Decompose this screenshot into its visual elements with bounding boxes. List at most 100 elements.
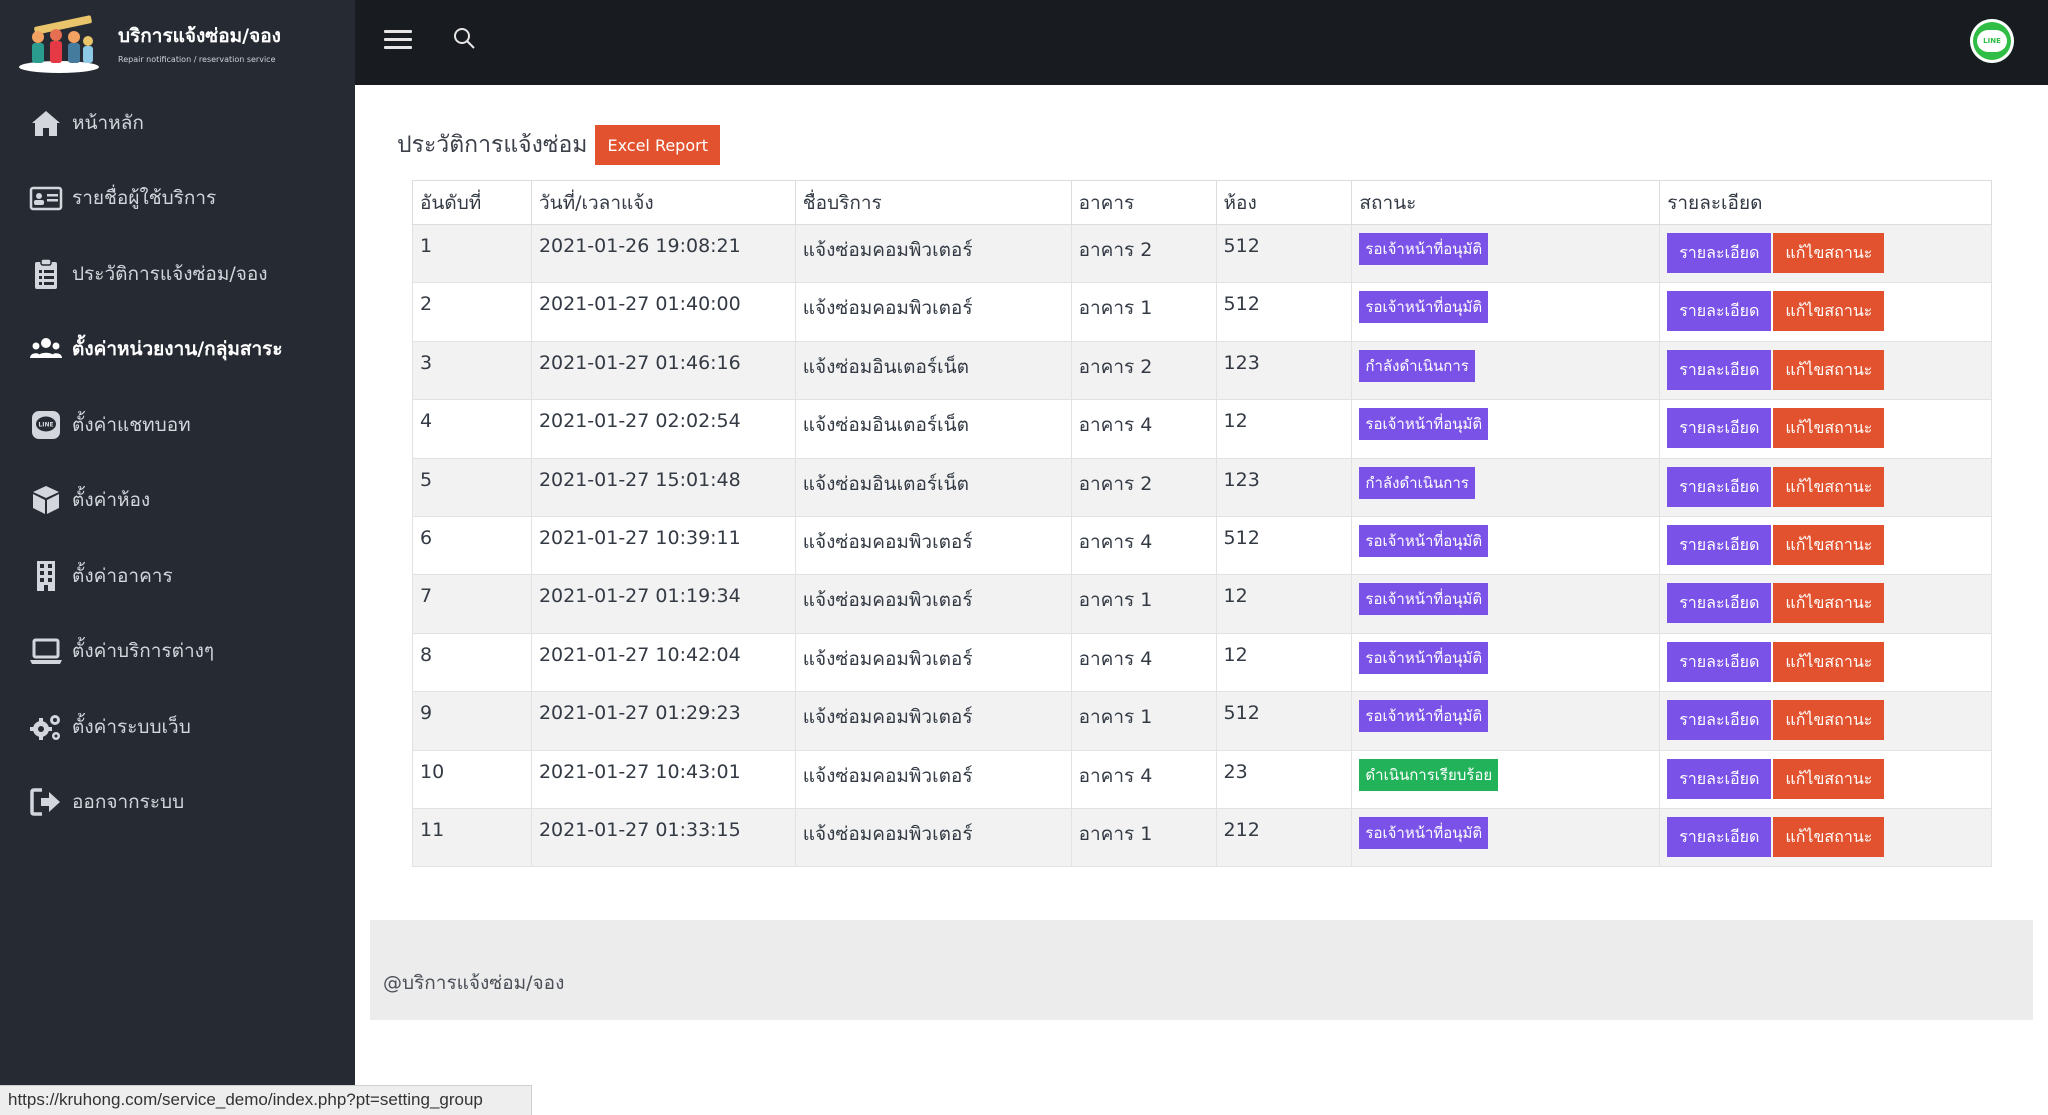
sidebar-item-services[interactable]: ตั้งค่าบริการต่างๆ (0, 614, 355, 690)
cell-building: อาคาร 4 (1070, 515, 1217, 576)
sidebar-item-buildings[interactable]: ตั้งค่าอาคาร (0, 538, 355, 614)
excel-report-button[interactable]: Excel Report (595, 125, 720, 165)
detail-button[interactable]: รายละเอียด (1667, 466, 1772, 507)
cell-room: 12 (1215, 574, 1353, 634)
cell-status: รอเจ้าหน้าที่อนุมัติ (1351, 807, 1661, 868)
detail-button[interactable]: รายละเอียด (1667, 349, 1772, 390)
cell-status: รอเจ้าหน้าที่อนุมัติ (1351, 574, 1661, 634)
table-body: 1 2021-01-26 19:08:21 แจ้งซ่อมคอมพิวเตอร์อ… (412, 223, 1992, 868)
edit-status-button[interactable]: แก้ไขสถานะ (1773, 524, 1885, 565)
gears-icon (26, 707, 66, 747)
cell-building: อาคาร 4 (1070, 749, 1217, 809)
status-badge: รอเจ้าหน้าที่อนุมัติ (1359, 816, 1489, 849)
cell-status: ดำเนินการเรียบร้อย (1351, 749, 1661, 809)
status-badge: รอเจ้าหน้าที่อนุมัติ (1359, 583, 1489, 616)
users-icon (26, 329, 66, 369)
cell-number: 5 (412, 457, 532, 517)
building-icon (26, 556, 66, 596)
sidebar-item-label: ตั้งค่าหน่วยงาน/กลุ่มสาระ (72, 338, 283, 361)
detail-button[interactable]: รายละเอียด (1667, 816, 1772, 857)
cell-datetime: 2021-01-27 01:40:00 (530, 282, 796, 342)
sidebar-item-label: ตั้งค่าอาคาร (72, 564, 173, 587)
cell-number: 2 (412, 282, 532, 342)
detail-button[interactable]: รายละเอียด (1667, 583, 1772, 624)
cell-actions: รายละเอียด แก้ไขสถานะ (1659, 223, 1992, 284)
sidebar-item-groups[interactable]: ตั้งค่าหน่วยงาน/กลุ่มสาระ (0, 312, 355, 388)
edit-status-button[interactable]: แก้ไขสถานะ (1773, 700, 1885, 741)
clipboard-icon (26, 254, 66, 294)
cell-datetime: 2021-01-27 01:19:34 (530, 574, 796, 634)
cell-room: 123 (1215, 457, 1353, 517)
brand-logo (16, 11, 102, 75)
table-row: 3 2021-01-27 01:46:16 แจ้งซ่อมอินเตอร์เน็ต… (412, 340, 1992, 401)
cell-number: 4 (412, 399, 532, 459)
column-header: อันดับที่ (412, 180, 532, 225)
edit-status-button[interactable]: แก้ไขสถานะ (1773, 583, 1885, 624)
sidebar-item-users-list[interactable]: รายชื่อผู้ใช้บริการ (0, 161, 355, 237)
detail-button[interactable]: รายละเอียด (1667, 700, 1772, 741)
sidebar-item-rooms[interactable]: ตั้งค่าห้อง (0, 463, 355, 539)
column-header: รายละเอียด (1659, 180, 1992, 225)
sidebar-item-home[interactable]: หน้าหลัก (0, 85, 355, 161)
cell-datetime: 2021-01-27 10:42:04 (530, 632, 796, 693)
sidebar-item-label: ออกจากระบบ (72, 791, 185, 814)
status-badge: รอเจ้าหน้าที่อนุมัติ (1359, 641, 1489, 674)
brand[interactable]: บริการแจ้งซ่อม/จอง Repair notification /… (0, 0, 355, 85)
cell-actions: รายละเอียด แก้ไขสถานะ (1659, 282, 1992, 342)
cell-status: รอเจ้าหน้าที่อนุมัติ (1351, 282, 1661, 342)
detail-button[interactable]: รายละเอียด (1667, 408, 1772, 449)
cell-room: 512 (1215, 282, 1353, 342)
edit-status-button[interactable]: แก้ไขสถานะ (1773, 816, 1885, 857)
edit-status-button[interactable]: แก้ไขสถานะ (1773, 641, 1885, 682)
cell-service: แจ้งซ่อมอินเตอร์เน็ต (794, 457, 1072, 517)
detail-button[interactable]: รายละเอียด (1667, 758, 1772, 799)
cell-building: อาคาร 2 (1070, 340, 1217, 401)
cell-number: 9 (412, 691, 532, 751)
line-icon[interactable]: LINE (1970, 19, 2014, 63)
cell-building: อาคาร 1 (1070, 574, 1217, 634)
edit-status-button[interactable]: แก้ไขสถานะ (1773, 758, 1885, 799)
detail-button[interactable]: รายละเอียด (1667, 641, 1772, 682)
line-chat-icon: LINE (26, 405, 66, 445)
edit-status-button[interactable]: แก้ไขสถานะ (1773, 466, 1885, 507)
sidebar-item-label: ประวัติการแจ้งซ่อม/จอง (72, 262, 268, 285)
cell-actions: รายละเอียด แก้ไขสถานะ (1659, 691, 1992, 751)
column-header: อาคาร (1070, 180, 1217, 225)
cell-datetime: 2021-01-27 02:02:54 (530, 399, 796, 459)
sidebar-item-history[interactable]: ประวัติการแจ้งซ่อม/จอง (0, 236, 355, 312)
cell-service: แจ้งซ่อมคอมพิวเตอร์ (794, 632, 1072, 693)
cell-datetime: 2021-01-27 10:43:01 (530, 749, 796, 809)
edit-status-button[interactable]: แก้ไขสถานะ (1773, 349, 1885, 390)
status-badge: ดำเนินการเรียบร้อย (1359, 758, 1499, 791)
cell-actions: รายละเอียด แก้ไขสถานะ (1659, 515, 1992, 576)
detail-button[interactable]: รายละเอียด (1667, 291, 1772, 332)
page-title: ประวัติการแจ้งซ่อม (397, 132, 588, 158)
status-badge: รอเจ้าหน้าที่อนุมัติ (1359, 233, 1489, 265)
status-badge: กำลังดำเนินการ (1359, 349, 1475, 382)
cell-number: 6 (412, 515, 532, 576)
cell-service: แจ้งซ่อมคอมพิวเตอร์ (794, 223, 1072, 284)
hamburger-menu-icon[interactable] (380, 25, 416, 55)
detail-button[interactable]: รายละเอียด (1667, 524, 1772, 565)
status-badge: รอเจ้าหน้าที่อนุมัติ (1359, 700, 1489, 733)
sidebar-item-logout[interactable]: ออกจากระบบ (0, 765, 355, 841)
cell-actions: รายละเอียด แก้ไขสถานะ (1659, 457, 1992, 517)
sidebar-item-label: ตั้งค่าแชทบอท (72, 413, 191, 436)
cell-service: แจ้งซ่อมคอมพิวเตอร์ (794, 282, 1072, 342)
home-icon (26, 103, 66, 143)
cell-status: กำลังดำเนินการ (1351, 340, 1661, 401)
search-icon[interactable] (450, 24, 480, 54)
sidebar-item-chatbot[interactable]: LINE ตั้งค่าแชทบอท (0, 387, 355, 463)
browser-status-url: https://kruhong.com/service_demo/index.p… (0, 1085, 532, 1115)
table-row: 11 2021-01-27 01:33:15 แจ้งซ่อมคอมพิวเตอร์… (412, 807, 1992, 868)
status-badge: รอเจ้าหน้าที่อนุมัติ (1359, 524, 1489, 557)
sidebar-item-web-settings[interactable]: ตั้งค่าระบบเว็บ (0, 689, 355, 765)
edit-status-button[interactable]: แก้ไขสถานะ (1773, 233, 1885, 273)
edit-status-button[interactable]: แก้ไขสถานะ (1773, 291, 1885, 332)
cell-room: 12 (1215, 632, 1353, 693)
cell-number: 11 (412, 807, 532, 868)
cell-room: 512 (1215, 223, 1353, 284)
status-badge: กำลังดำเนินการ (1359, 466, 1475, 499)
edit-status-button[interactable]: แก้ไขสถานะ (1773, 408, 1885, 449)
detail-button[interactable]: รายละเอียด (1667, 233, 1772, 273)
